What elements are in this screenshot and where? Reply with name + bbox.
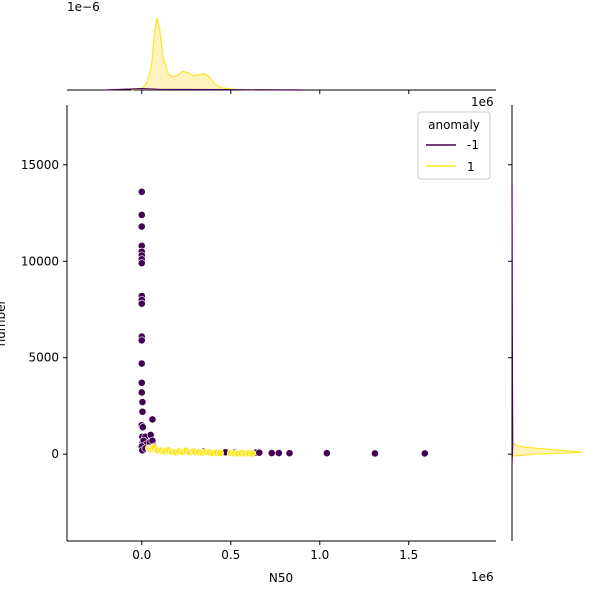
point-anomaly-neg xyxy=(137,259,146,268)
main-plot-area: 0.0 0.5 1.0 1.5 0 5000 10000 15000 xyxy=(21,105,496,562)
top-density-line-neg xyxy=(106,87,303,91)
legend: anomaly -1 1 xyxy=(417,111,491,180)
point-anomaly-neg xyxy=(137,299,146,308)
top-density-fill-pos xyxy=(131,18,258,90)
y-tick-label: 10000 xyxy=(21,254,59,268)
right-density-line-neg xyxy=(511,184,514,464)
point-anomaly-neg xyxy=(138,407,147,416)
point-anomaly-pos xyxy=(248,449,257,458)
y-tick-label: 5000 xyxy=(28,351,59,365)
point-anomaly-neg xyxy=(137,359,146,368)
right-marginal-offset-text: 1e6 xyxy=(471,95,494,109)
point-anomaly-neg xyxy=(137,187,146,196)
top-density-line-pos xyxy=(131,17,258,91)
right-density-line-pos xyxy=(511,442,584,457)
point-anomaly-neg xyxy=(137,388,146,397)
right-marginal-density xyxy=(508,105,584,541)
point-anomaly-neg xyxy=(138,398,147,406)
y-axis-label: number xyxy=(0,300,8,347)
point-anomaly-neg xyxy=(137,211,146,219)
point-anomaly-neg xyxy=(255,448,264,457)
x-axis-offset-text: 1e6 xyxy=(471,570,494,584)
legend-title: anomaly xyxy=(428,118,480,132)
point-anomaly-neg xyxy=(137,378,146,387)
scatter-points xyxy=(137,187,429,458)
y-tick-label: 15000 xyxy=(21,158,59,172)
point-anomaly-neg xyxy=(137,222,146,231)
legend-label-pos: 1 xyxy=(467,160,475,174)
point-anomaly-neg xyxy=(137,336,146,345)
point-anomaly-neg xyxy=(285,449,294,458)
x-axis-label: N50 xyxy=(269,571,293,585)
point-anomaly-neg xyxy=(371,449,379,458)
x-tick-label: 0.0 xyxy=(132,548,151,562)
top-marginal-density xyxy=(67,17,496,94)
point-anomaly-neg xyxy=(322,449,331,458)
point-anomaly-neg xyxy=(420,449,429,458)
x-tick-label: 1.5 xyxy=(399,548,418,562)
point-anomaly-neg xyxy=(138,423,147,432)
y-tick-label: 0 xyxy=(51,447,59,461)
top-marginal-offset-text: 1e−6 xyxy=(67,0,100,14)
point-anomaly-neg xyxy=(267,449,276,457)
x-tick-label: 1.0 xyxy=(310,548,329,562)
point-anomaly-pos xyxy=(216,449,224,457)
x-tick-label: 0.5 xyxy=(221,548,240,562)
legend-label-neg: -1 xyxy=(467,138,479,152)
point-anomaly-neg xyxy=(148,415,157,424)
point-anomaly-neg xyxy=(274,449,283,457)
